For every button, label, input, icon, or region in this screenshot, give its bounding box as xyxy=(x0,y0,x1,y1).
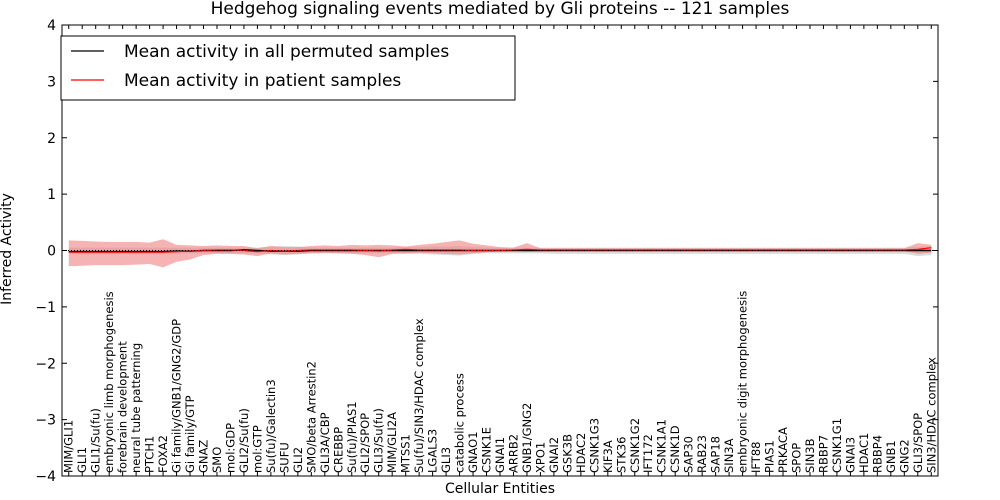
y-tick-label: 1 xyxy=(47,187,56,203)
x-tick-label: MTSS1 xyxy=(399,434,413,473)
x-tick-label: RAB23 xyxy=(695,435,709,473)
confidence-bands xyxy=(68,239,932,268)
x-tick-label: CSNK1G1 xyxy=(830,418,844,473)
x-tick-label: PIAS1 xyxy=(763,440,777,473)
x-tick-label: SAP30 xyxy=(682,436,696,473)
x-tick-label: GLI1/Su(fu) xyxy=(89,408,103,473)
x-tick-label: Su(fu)/Galectin3 xyxy=(264,379,278,473)
y-axis-ticks: 4 3 2 1 0 −1 −2 −3 −4 xyxy=(35,18,938,485)
x-tick-label: PTCH1 xyxy=(143,436,157,473)
x-axis-ticks: MIM/GLI1 GLI1 GLI1/Su(fu) embryonic limb mo… xyxy=(62,25,938,476)
legend-box xyxy=(60,35,516,101)
y-tick-label: −1 xyxy=(35,300,56,316)
y-tick-label: −3 xyxy=(35,413,56,429)
x-tick-label: GLI3A/CBP xyxy=(318,412,332,473)
x-tick-label: mol:GTP xyxy=(250,425,264,473)
x-tick-label: PRKACA xyxy=(776,427,790,473)
x-tick-label: GNAI1 xyxy=(493,437,507,473)
x-tick-label: CSNK1G2 xyxy=(628,418,642,473)
x-tick-label: GNAO1 xyxy=(466,431,480,473)
x-tick-label: CSNK1A1 xyxy=(655,419,669,473)
x-tick-label: mol:GDP xyxy=(223,423,237,473)
chart-title: Hedgehog signaling events mediated by Gl… xyxy=(211,0,790,19)
y-tick-label: −4 xyxy=(35,469,56,485)
x-tick-label: SIN3B xyxy=(803,438,817,473)
x-tick-label: Su(fu)/SIN3/HDAC complex xyxy=(412,318,426,473)
x-tick-label: KIF3A xyxy=(601,440,615,473)
y-tick-label: 2 xyxy=(47,131,56,147)
x-tick-label: RBBP4 xyxy=(870,435,884,473)
x-tick-label: Gi family/GNB1/GNG2/GDP xyxy=(170,319,184,473)
y-tick-label: −2 xyxy=(35,356,56,372)
x-tick-label: SPOP xyxy=(789,443,803,473)
x-tick-label: GNB1 xyxy=(884,440,898,473)
x-tick-label: CSNK1D xyxy=(668,425,682,473)
x-tick-label: SUFU xyxy=(277,442,291,473)
x-tick-label: GLI3/SPOP xyxy=(911,413,925,473)
x-tick-label: FOXA2 xyxy=(156,435,170,473)
x-tick-label: GLI1 xyxy=(75,447,89,473)
x-tick-label: IFT172 xyxy=(641,434,655,473)
x-tick-label: embryonic digit morphogenesis xyxy=(736,291,750,473)
y-tick-label: 0 xyxy=(47,244,56,260)
legend: Mean activity in all permuted samples Mea… xyxy=(60,35,516,101)
x-tick-label: CSNK1G3 xyxy=(587,418,601,473)
x-tick-label: MIM/GLI1 xyxy=(62,420,76,473)
y-tick-label: 3 xyxy=(47,74,56,90)
x-tick-label: CREBBP xyxy=(331,427,345,473)
x-tick-label: MIM/GLI2A xyxy=(385,412,399,473)
band-patient xyxy=(68,239,932,268)
x-tick-label: LGALS3 xyxy=(426,429,440,473)
legend-entry-label: Mean activity in patient samples xyxy=(124,71,401,91)
x-tick-label: ARRB2 xyxy=(506,434,520,473)
x-tick-label: SMO xyxy=(210,447,224,473)
x-tick-label: GLI3/Su(fu) xyxy=(372,408,386,473)
x-tick-label: HDAC1 xyxy=(857,433,871,473)
x-tick-label: Su(fu)/PIAS1 xyxy=(345,401,359,473)
x-tick-label: XPO1 xyxy=(533,442,547,473)
x-tick-label: GLI2/SPOP xyxy=(358,413,372,473)
x-tick-label: SAP18 xyxy=(709,436,723,473)
x-tick-label: GSK3B xyxy=(560,434,574,473)
x-tick-label: RBBP7 xyxy=(816,435,830,473)
plot-frame xyxy=(61,24,939,477)
x-tick-label: HDAC2 xyxy=(574,433,588,473)
y-axis-label: Inferred Activity xyxy=(0,193,15,305)
x-tick-label: Gi family/GTP xyxy=(183,395,197,473)
x-tick-label: GLI3 xyxy=(439,447,453,473)
x-axis-label: Cellular Entities xyxy=(445,481,555,497)
x-tick-label: neural tube patterning xyxy=(129,343,143,473)
x-tick-label: SIN3A xyxy=(722,438,736,473)
x-tick-label: GLI2 xyxy=(291,447,305,473)
x-tick-label: GNB1/GNG2 xyxy=(520,403,534,473)
x-tick-label: GNG2 xyxy=(897,439,911,473)
x-tick-label: catabolic process xyxy=(453,373,467,473)
x-tick-label: embryonic limb morphogenesis xyxy=(102,291,116,473)
x-tick-label: forebrain development xyxy=(116,341,130,473)
y-tick-label: 4 xyxy=(47,18,56,34)
x-tick-label: SIN3/HDAC complex xyxy=(924,357,938,473)
x-tick-label: GLI2/Su(fu) xyxy=(237,408,251,473)
x-tick-label: GNAI3 xyxy=(843,437,857,473)
x-tick-label: GNAI2 xyxy=(547,437,561,473)
legend-entry-label: Mean activity in all permuted samples xyxy=(124,42,449,62)
x-tick-label: SMO/beta Arrestin2 xyxy=(304,361,318,473)
x-tick-label: GNAZ xyxy=(197,440,211,473)
x-tick-label: STK36 xyxy=(614,437,628,474)
x-tick-label: CSNK1E xyxy=(480,427,494,473)
x-tick-label: IFT88 xyxy=(749,442,763,473)
